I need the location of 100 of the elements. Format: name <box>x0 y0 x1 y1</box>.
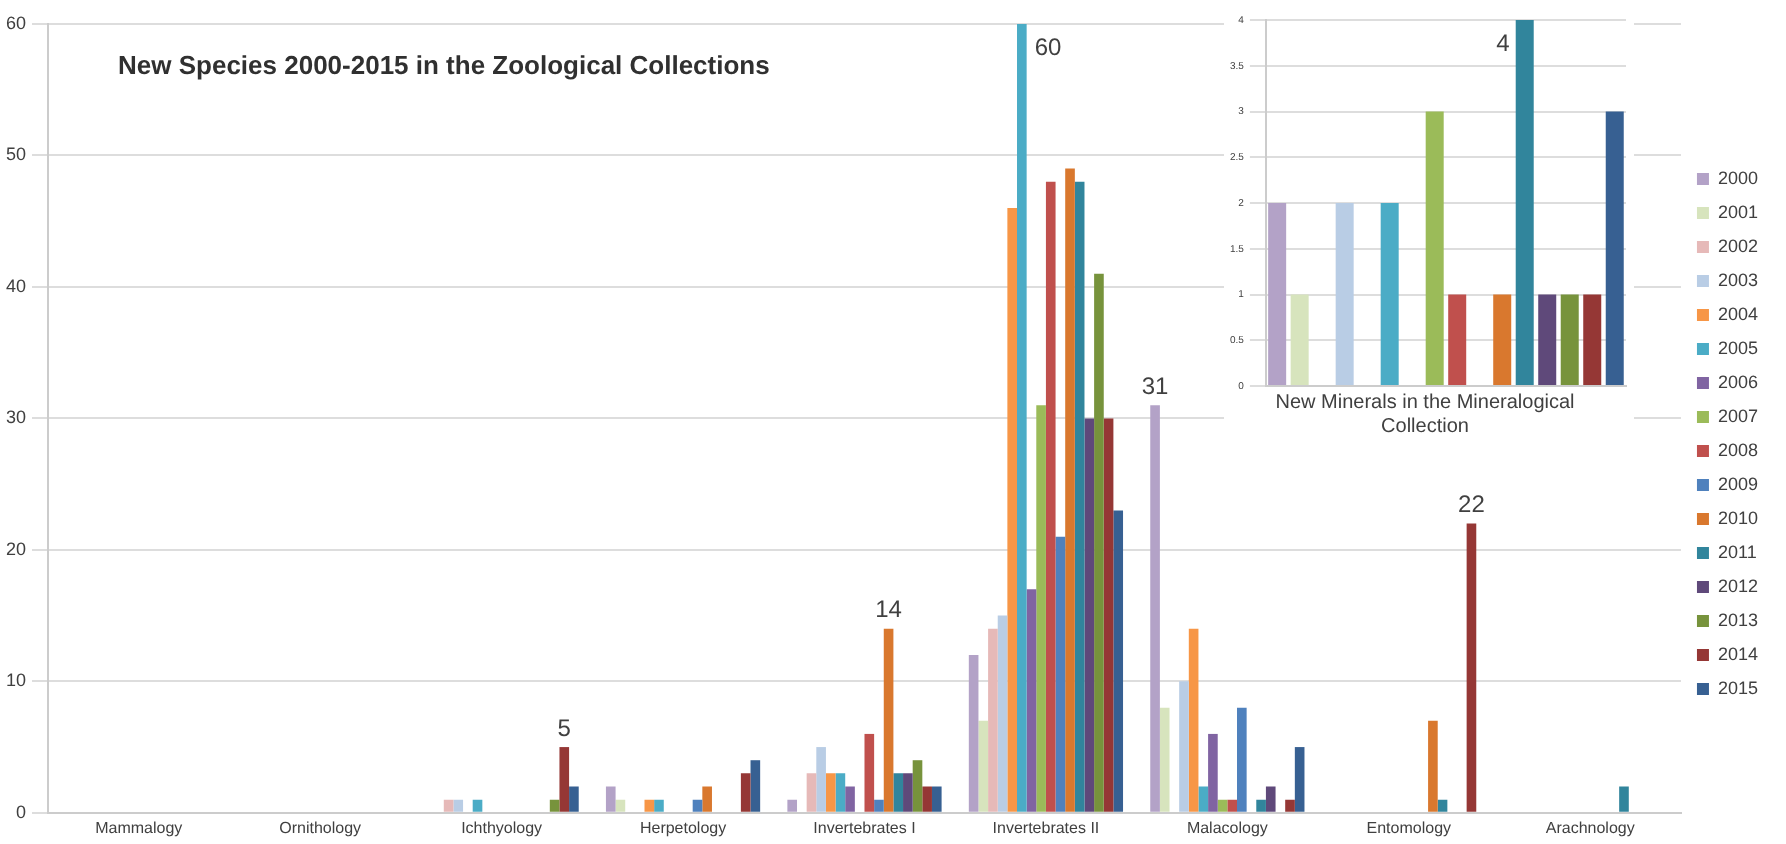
legend-label: 2011 <box>1717 541 1757 562</box>
bar <box>1515 20 1534 385</box>
bar <box>1425 111 1444 385</box>
bar <box>750 760 761 812</box>
bar <box>988 628 998 812</box>
bar <box>1217 799 1228 812</box>
bar <box>1045 181 1056 812</box>
data-label: 22 <box>1458 490 1486 519</box>
data-label: 31 <box>1141 371 1170 400</box>
x-tick-label: Invertebrates II <box>992 818 1100 837</box>
bar <box>816 747 826 812</box>
x-tick-label: Ornithology <box>279 818 362 837</box>
bar <box>1055 536 1066 812</box>
bar <box>1265 786 1276 812</box>
bar <box>1094 273 1104 812</box>
legend-label: 2003 <box>1717 269 1759 290</box>
bar <box>825 773 836 812</box>
x-tick-label: Ichthyology <box>461 818 543 837</box>
bar <box>1335 203 1354 385</box>
bar <box>1036 405 1046 812</box>
bar <box>968 655 979 812</box>
bar <box>569 786 579 812</box>
legend-label: 2013 <box>1717 609 1759 630</box>
bar <box>443 799 454 812</box>
y-tick-label: 40 <box>5 275 27 296</box>
bar <box>453 799 464 812</box>
data-label: 5 <box>557 713 572 742</box>
bar <box>1103 418 1114 812</box>
bar <box>893 773 904 812</box>
bar <box>903 773 913 812</box>
bar <box>978 720 989 812</box>
bar <box>1448 294 1467 385</box>
bar <box>692 799 703 812</box>
bar <box>806 773 817 812</box>
bar <box>1290 294 1309 385</box>
bar <box>1026 589 1037 812</box>
bar <box>472 799 483 812</box>
legend-label: 2010 <box>1717 507 1759 528</box>
bar <box>1179 681 1189 812</box>
legend-label: 2012 <box>1717 575 1759 596</box>
y-tick-label: 0 <box>15 801 27 822</box>
bar <box>1065 168 1075 812</box>
bar <box>1227 799 1237 812</box>
bar <box>1017 24 1027 812</box>
legend-label: 2014 <box>1717 643 1759 664</box>
bar <box>549 799 560 812</box>
bar <box>845 786 855 812</box>
y-tick-label: 50 <box>5 144 27 165</box>
text: New Minerals in the Mineralogical Collection <box>1275 391 1575 438</box>
bar <box>1583 294 1602 385</box>
bar <box>1084 418 1095 812</box>
bar <box>1437 799 1448 812</box>
bar <box>615 799 626 812</box>
x-tick-label: Malacology <box>1186 818 1268 837</box>
bar <box>997 615 1008 812</box>
bar <box>864 733 875 812</box>
legend-label: 2015 <box>1717 677 1759 698</box>
data-label: 14 <box>875 595 903 624</box>
legend-label: 2002 <box>1717 235 1759 256</box>
bar <box>1159 707 1170 812</box>
legend-label: 2007 <box>1717 405 1759 426</box>
bar <box>1208 733 1218 812</box>
bar <box>874 799 884 812</box>
bar <box>1256 799 1266 812</box>
bar <box>1113 510 1124 812</box>
bar <box>1198 786 1209 812</box>
legend-label: 2009 <box>1717 473 1759 494</box>
y-tick-label: 20 <box>5 538 27 559</box>
bar <box>605 786 616 812</box>
bar <box>559 747 570 812</box>
x-tick-label: Arachnology <box>1545 818 1635 837</box>
bar <box>1605 111 1624 385</box>
bar <box>1007 208 1018 812</box>
legend-label: 2001 <box>1717 201 1759 222</box>
x-tick-label: Mammalogy <box>95 818 183 837</box>
bar <box>1285 799 1295 812</box>
bar <box>1538 294 1557 385</box>
bar <box>931 786 942 812</box>
bar <box>1428 720 1438 812</box>
bar <box>740 773 751 812</box>
legend-label: 2006 <box>1717 371 1759 392</box>
text: New Species 2000-2015 in the Zoological Collections <box>118 50 770 81</box>
y-tick-label: 30 <box>5 407 27 428</box>
data-label: 4 <box>1496 28 1511 57</box>
bar <box>1268 203 1287 385</box>
x-tick-label: Herpetology <box>639 818 727 837</box>
legend-label: 2005 <box>1717 337 1759 358</box>
bar <box>1560 294 1579 385</box>
bar <box>1150 405 1160 812</box>
bar <box>702 786 712 812</box>
bar <box>922 786 932 812</box>
x-tick-label: Invertebrates I <box>813 818 916 837</box>
data-label: 60 <box>1034 32 1062 61</box>
bar <box>1466 523 1477 812</box>
bar <box>1237 707 1247 812</box>
bar <box>1074 181 1085 812</box>
bar <box>835 773 846 812</box>
legend-label: 2004 <box>1717 303 1759 324</box>
legend-label: 2000 <box>1717 167 1759 188</box>
bar <box>912 760 923 812</box>
